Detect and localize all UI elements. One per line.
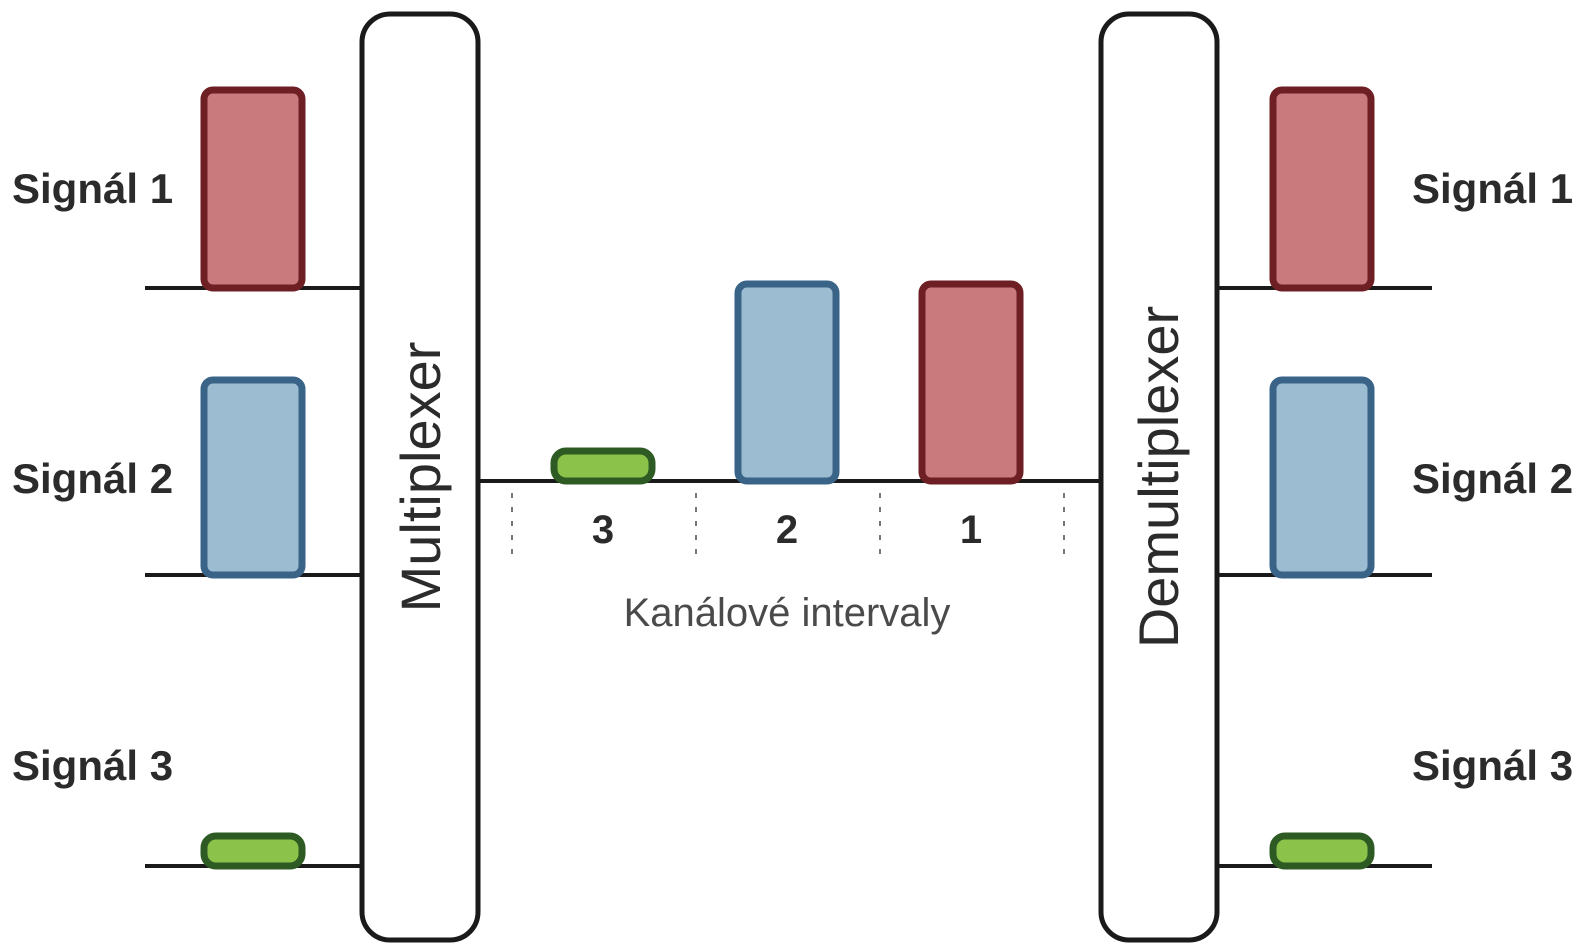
channel-caption: Kanálové intervaly	[624, 591, 951, 635]
output-signal-2-pulse	[1269, 376, 1375, 579]
input-signal-2: Signál 2	[12, 376, 362, 579]
output-signal-1-pulse	[1269, 86, 1375, 292]
input-signals: Signál 1 Signál 2 Signál 3	[12, 86, 362, 870]
input-signal-1: Signál 1	[12, 86, 362, 292]
input-signal-2-label: Signál 2	[12, 455, 173, 502]
channel-slot-1-pulse	[918, 280, 1024, 485]
channel-slot-3: 3	[550, 447, 656, 552]
channel-slot-2: 2	[734, 280, 840, 552]
output-signal-3: Signál 3	[1217, 742, 1573, 870]
channel: 3 2 1 Kanálové intervaly	[478, 280, 1101, 635]
input-signal-1-label: Signál 1	[12, 165, 173, 212]
output-signal-1-label: Signál 1	[1412, 165, 1573, 212]
input-signal-1-pulse	[200, 86, 306, 292]
output-signal-3-pulse	[1269, 832, 1375, 870]
multiplexer-box	[359, 11, 481, 943]
input-signal-3: Signál 3	[12, 742, 362, 870]
output-signal-1: Signál 1	[1217, 86, 1573, 292]
output-signal-2-label: Signál 2	[1412, 455, 1573, 502]
input-signal-3-label: Signál 3	[12, 742, 173, 789]
demultiplexer-label: Demultiplexer	[1127, 306, 1190, 648]
channel-slot-2-label: 2	[776, 508, 798, 552]
channel-slot-2-pulse	[734, 280, 840, 485]
output-signal-2: Signál 2	[1217, 376, 1573, 579]
input-signal-2-pulse	[200, 376, 306, 579]
channel-slot-3-label: 3	[592, 508, 614, 552]
channel-slot-1: 1	[918, 280, 1024, 552]
input-signal-3-pulse	[200, 832, 306, 870]
multiplexer-label: Multiplexer	[389, 342, 452, 613]
output-signal-3-label: Signál 3	[1412, 742, 1573, 789]
channel-slot-1-label: 1	[960, 508, 982, 552]
output-signals: Signál 1 Signál 2 Signál 3	[1217, 86, 1573, 870]
demultiplexer-box	[1098, 11, 1220, 943]
channel-slot-3-pulse	[550, 447, 656, 485]
